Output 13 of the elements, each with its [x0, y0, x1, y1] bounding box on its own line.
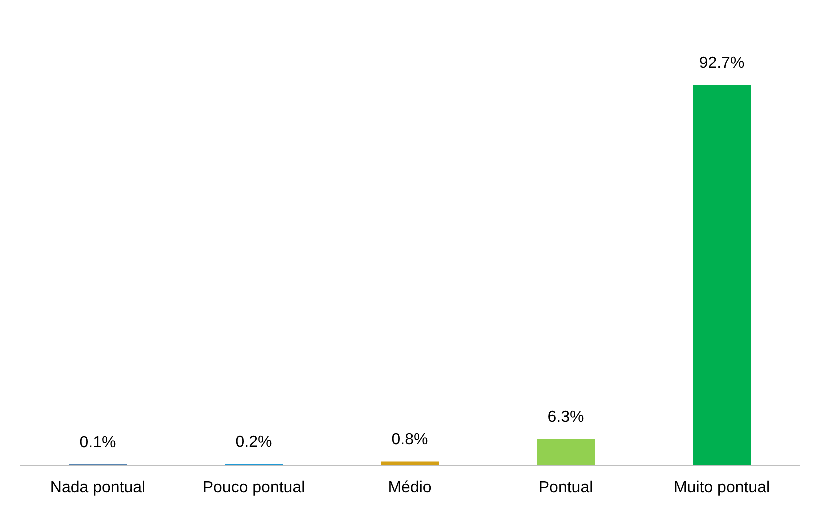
bar [693, 85, 751, 465]
data-label: 0.2% [236, 434, 272, 452]
x-tick-label: Nada pontual [50, 480, 146, 496]
data-label: 92.7% [699, 55, 745, 72]
x-tick-label: Pouco pontual [202, 480, 306, 496]
x-tick-label: Médio [388, 480, 432, 496]
bar [537, 439, 595, 465]
data-label: 6.3% [548, 409, 584, 426]
x-tick-label: Muito pontual [674, 480, 770, 496]
data-label: 0.1% [80, 434, 116, 452]
bar [381, 462, 439, 465]
data-label: 0.8% [392, 432, 428, 449]
x-tick-label: Pontual [538, 480, 594, 496]
